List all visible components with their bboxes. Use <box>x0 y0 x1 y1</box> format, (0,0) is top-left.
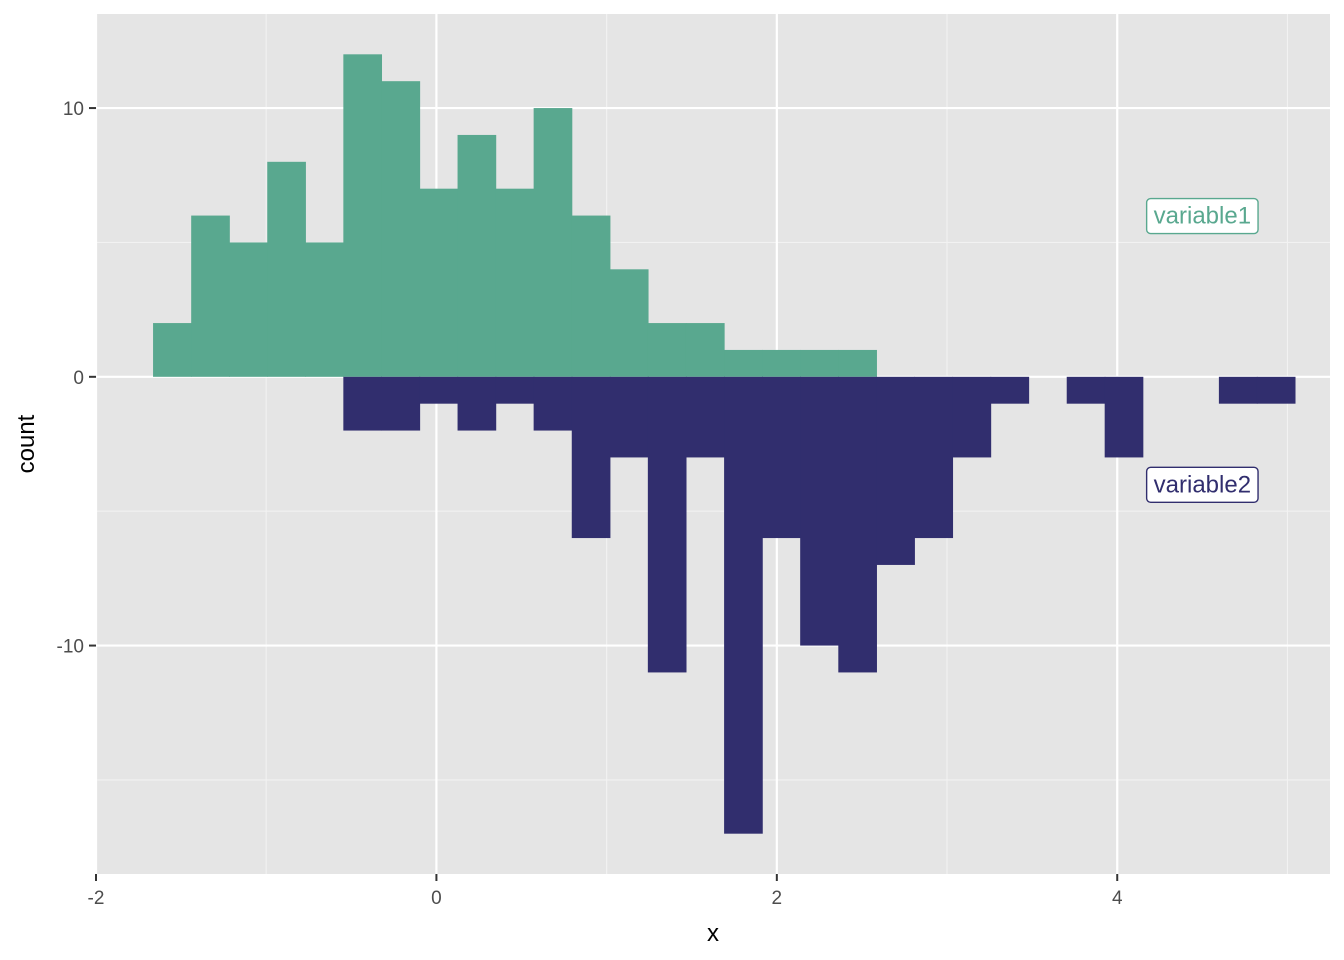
bar-variable2 <box>381 376 421 431</box>
bar-variable2 <box>1104 376 1144 458</box>
bar-variable2 <box>838 376 877 673</box>
bar-variable1 <box>191 215 230 377</box>
y-tick-label: 0 <box>73 368 84 389</box>
bar-variable2 <box>800 376 839 646</box>
bar-variable2 <box>1256 376 1296 404</box>
x-axis-title: x <box>707 920 719 947</box>
series-label-variable2: variable2 <box>1145 466 1259 504</box>
series-label-box <box>1145 197 1259 235</box>
x-tick-label: 2 <box>772 888 783 909</box>
bar-variable2 <box>571 376 611 539</box>
x-tick-label: 0 <box>431 888 442 909</box>
bar-variable1 <box>571 215 611 377</box>
bar-variable2 <box>685 376 725 458</box>
bar-variable1 <box>457 134 497 377</box>
bar-variable1 <box>800 349 839 377</box>
bar-variable1 <box>495 188 535 377</box>
bar-variable2 <box>533 376 573 431</box>
bar-variable1 <box>838 349 877 377</box>
x-tick-label: -2 <box>88 888 105 909</box>
bar-variable1 <box>305 242 345 377</box>
y-tick-label: 10 <box>63 99 84 120</box>
bar-variable2 <box>914 376 954 539</box>
bar-variable1 <box>267 161 306 377</box>
bar-variable1 <box>724 349 763 377</box>
bar-variable2 <box>762 376 801 539</box>
bar-variable2 <box>1066 376 1106 404</box>
axes: -2 0 2 4 10 0 -10 <box>57 99 1123 909</box>
bar-variable2 <box>724 376 763 834</box>
bar-variable1 <box>343 54 383 377</box>
bar-variable1 <box>153 323 192 377</box>
bar-variable2 <box>1218 376 1258 404</box>
bar-variable1 <box>647 323 687 377</box>
bar-variable1 <box>419 188 459 377</box>
y-axis-title: count <box>13 414 40 473</box>
bar-variable2 <box>343 376 383 431</box>
series-label-text: variable1 <box>1154 203 1251 230</box>
series-label-box <box>1145 466 1259 504</box>
bar-variable2 <box>495 376 535 404</box>
histogram-bars <box>153 54 1296 834</box>
bar-variable2 <box>419 376 459 404</box>
bar-variable2 <box>952 376 992 458</box>
series-labels: variable1 variable2 <box>1145 197 1259 504</box>
bar-variable1 <box>533 108 573 377</box>
bar-variable2 <box>647 376 687 673</box>
bar-variable2 <box>990 376 1030 404</box>
bar-variable1 <box>381 81 421 377</box>
bar-variable1 <box>762 349 801 377</box>
bar-variable1 <box>229 242 268 377</box>
bar-variable2 <box>609 376 649 458</box>
bar-variable1 <box>609 269 649 377</box>
y-tick-label: -10 <box>57 637 84 658</box>
series-label-variable1: variable1 <box>1145 197 1259 235</box>
series-label-text: variable2 <box>1154 471 1251 498</box>
bar-variable2 <box>876 376 915 565</box>
bar-variable2 <box>457 376 497 431</box>
x-tick-label: 4 <box>1112 888 1123 909</box>
bar-variable1 <box>685 323 725 377</box>
